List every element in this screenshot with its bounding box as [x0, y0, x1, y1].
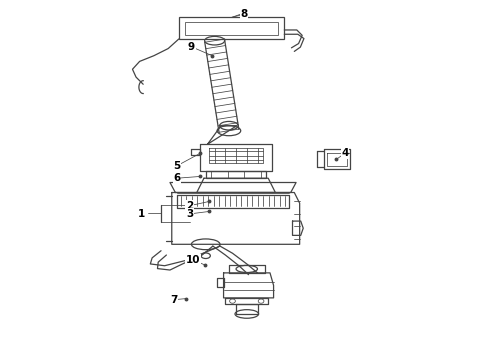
Text: 2: 2: [186, 201, 193, 211]
Text: 7: 7: [171, 295, 178, 305]
Text: 6: 6: [173, 173, 181, 183]
Text: 10: 10: [186, 255, 200, 265]
Text: 5: 5: [173, 161, 181, 171]
Text: 3: 3: [186, 209, 193, 219]
Text: 9: 9: [188, 42, 195, 52]
Text: 4: 4: [342, 148, 349, 158]
Text: 8: 8: [240, 9, 247, 19]
Bar: [185, 22, 278, 35]
Bar: [179, 18, 284, 39]
Text: 1: 1: [138, 209, 145, 219]
